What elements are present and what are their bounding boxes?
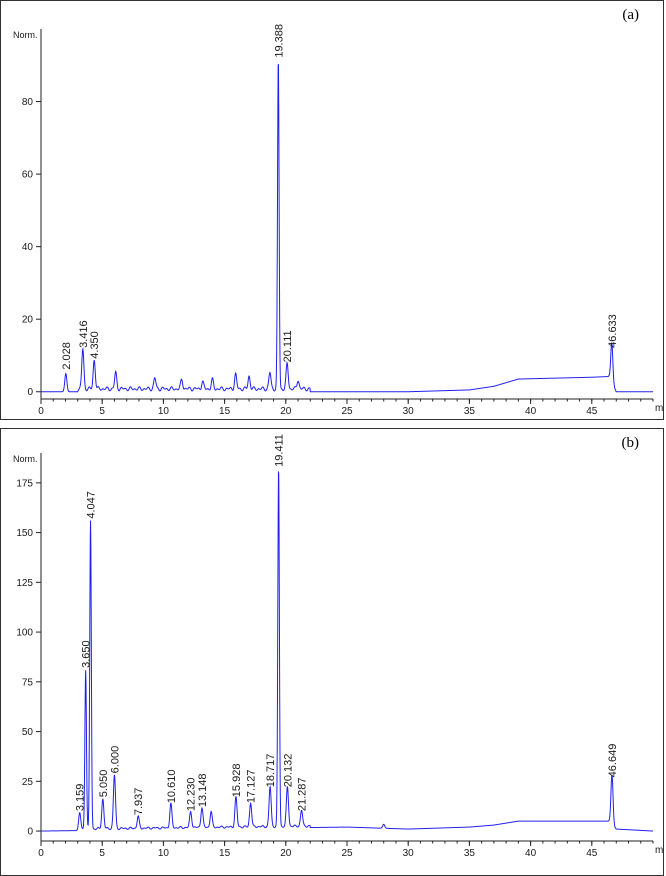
y-tick-label: 0 [27,827,33,838]
peak-label: 19.388 [273,24,285,58]
x-tick-label: 45 [586,848,598,859]
y-tick-label: 175 [16,478,33,489]
peak-label: 17.127 [246,770,258,804]
peak-label: 3.416 [78,320,90,348]
x-tick-label: 20 [280,406,292,417]
y-tick-label: 25 [22,777,34,788]
x-tick-label: 40 [525,406,537,417]
peak-label: 13.148 [197,773,209,807]
x-tick-label: 0 [38,848,44,859]
chromatogram-b: Norm. min 0 5 10 15 20 25 30 35 40 45 0 25 50 75 100 125 1… [13,434,663,859]
chromatogram-a: Norm. min 0 5 10 15 20 25 30 35 40 45 0 20 40 60 80 2.028… [13,24,663,417]
peak-label: 6.000 [109,746,121,774]
peak-label: 3.650 [81,640,93,668]
y-tick-label: 80 [22,97,34,108]
x-tick-label: 25 [341,406,353,417]
x-tick-label: 5 [99,848,105,859]
y-tick-label: 60 [22,170,34,181]
panel-label-b: (b) [621,435,640,451]
peak-label: 10.610 [166,770,178,804]
y-tick-label: 40 [22,242,34,253]
x-tick-label: 30 [403,848,415,859]
x-tick-label: 5 [99,406,105,417]
chromatogram-trace [41,471,654,832]
x-tick-label: 10 [158,848,170,859]
x-tick-label: 25 [341,848,353,859]
y-tick-label: 125 [16,578,33,589]
peak-label: 20.132 [282,754,294,788]
x-tick-label: 40 [525,848,537,859]
chromatogram-trace [41,64,653,393]
x-tick-label: 0 [38,406,44,417]
peak-label: 46.633 [607,314,619,348]
y-axis-title: Norm. [13,454,38,464]
x-tick-label: 10 [158,406,170,417]
peak-label: 3.159 [75,784,87,812]
chromatogram-panel-a: (a) Norm. min 0 5 10 15 20 25 30 35 40 45 0 20 40 60 80 2… [0,0,664,420]
peak-label: 12.230 [186,777,198,811]
peak-label: 20.111 [282,330,294,362]
x-axis-title: min [655,845,663,856]
peak-label: 21.287 [297,777,309,811]
panel-label-a: (a) [622,7,639,23]
x-tick-label: 35 [464,848,476,859]
y-tick-label: 100 [16,628,33,639]
peak-label: 18.717 [265,754,277,788]
x-tick-label: 20 [280,848,292,859]
peak-label: 5.050 [98,770,110,798]
y-tick-label: 0 [27,387,33,398]
y-tick-label: 75 [22,677,34,688]
peak-label: 2.028 [61,342,73,370]
y-axis-title: Norm. [13,30,38,40]
y-tick-label: 20 [22,315,34,326]
x-axis-title: min [655,403,663,414]
x-tick-label: 30 [403,406,415,417]
peak-label: 19.411 [274,434,286,467]
peak-label: 7.937 [133,788,145,816]
peak-label: 15.928 [231,764,243,798]
chromatogram-panel-b: (b) Norm. min 0 5 10 15 20 25 30 35 40 45 0 25 50 75 100… [0,428,664,876]
x-tick-label: 15 [219,848,231,859]
peak-label: 4.047 [86,491,98,519]
peak-label: 4.350 [89,331,101,359]
x-tick-label: 45 [586,406,598,417]
y-tick-label: 150 [16,528,33,539]
x-tick-label: 15 [219,406,231,417]
x-tick-label: 35 [464,406,476,417]
peak-label: 46.649 [607,744,619,778]
y-tick-label: 50 [22,727,34,738]
